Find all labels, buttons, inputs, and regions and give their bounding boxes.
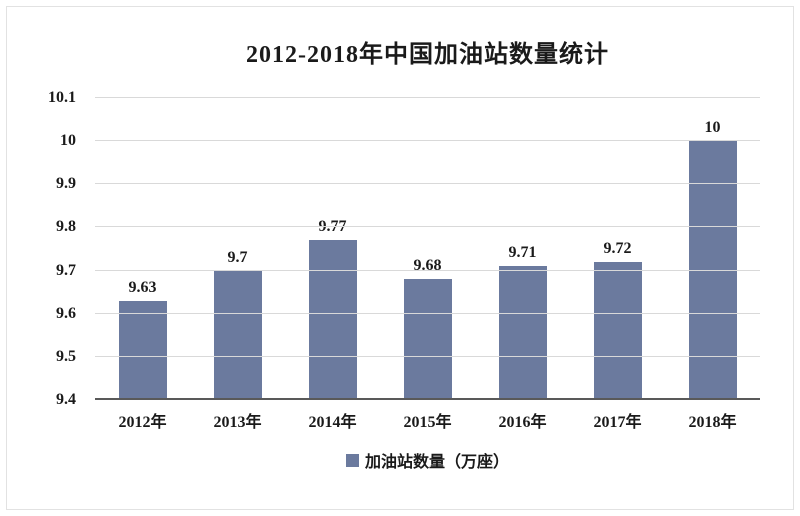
bar-slot: 9.77 (285, 98, 380, 400)
bar-slot: 9.63 (95, 98, 190, 400)
bar (498, 266, 547, 400)
bar (593, 261, 642, 400)
gridline (95, 97, 760, 98)
legend-label: 加油站数量（万座） (364, 454, 509, 471)
bar (403, 279, 452, 400)
bar-value-label: 10 (704, 119, 721, 137)
y-tick-label: 9.6 (56, 304, 76, 322)
bar (688, 141, 737, 400)
bar-value-label: 9.72 (603, 239, 632, 257)
legend-marker-icon (345, 453, 359, 467)
x-tick-label: 2012年 (118, 414, 167, 431)
gridline (95, 355, 760, 357)
gridline (95, 226, 760, 228)
gridline (95, 312, 760, 314)
bar-value-label: 9.7 (227, 248, 248, 266)
gridline (95, 269, 760, 271)
x-axis-line (95, 398, 760, 400)
y-tick-label: 10 (60, 132, 76, 150)
bar (118, 300, 167, 400)
bar-slot: 9.72 (570, 98, 665, 400)
y-tick-label: 9.9 (56, 175, 76, 193)
x-axis-labels: 2012年 2013年 2014年 2015年 2016年 2017年 2018年 (95, 408, 760, 432)
plot-area: 9.63 9.7 9.77 9.68 9.71 9.72 10 (95, 97, 760, 400)
bar-slot: 9.68 (380, 98, 475, 400)
y-tick-label: 9.8 (56, 218, 76, 236)
bar-value-label: 9.68 (413, 257, 442, 275)
x-tick-label: 2017年 (593, 414, 642, 431)
y-tick-label: 9.4 (56, 391, 76, 408)
x-tick-label: 2018年 (688, 414, 737, 431)
bar-slot: 9.7 (190, 98, 285, 400)
y-tick-label: 9.7 (56, 261, 76, 279)
bar-series: 9.63 9.7 9.77 9.68 9.71 9.72 10 (95, 98, 760, 400)
chart-title: 2012-2018年中国加油站数量统计 (246, 42, 609, 68)
x-tick-label: 2016年 (498, 414, 547, 431)
y-axis-labels: 9.4 9.5 9.6 9.7 9.8 9.9 10 10.1 (0, 89, 86, 408)
y-tick-label: 10.1 (48, 89, 76, 106)
y-tick-label: 9.5 (56, 347, 76, 365)
x-tick-label: 2015年 (403, 414, 452, 431)
bar (308, 240, 357, 400)
bar-value-label: 9.63 (128, 278, 157, 296)
bar-slot: 9.71 (475, 98, 570, 400)
gridline (95, 183, 760, 185)
x-tick-label: 2013年 (213, 414, 262, 431)
bar (213, 270, 262, 400)
x-tick-label: 2014年 (308, 414, 357, 431)
legend: 加油站数量（万座） (95, 448, 760, 472)
bar-slot: 10 (665, 98, 760, 400)
bar-value-label: 9.71 (508, 244, 537, 262)
gridline (95, 140, 760, 142)
